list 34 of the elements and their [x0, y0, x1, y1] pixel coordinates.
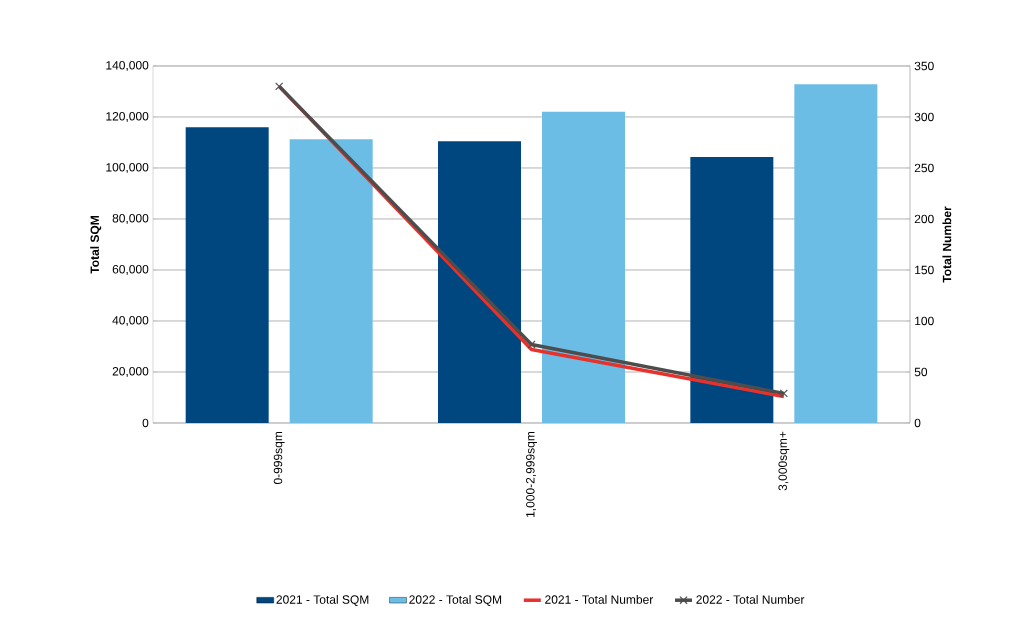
bar: [438, 141, 522, 423]
y2-tick-label: 200: [914, 214, 934, 224]
legend-label: 2022 - Total Number: [696, 594, 805, 604]
y-tick-label: 80,000: [112, 214, 149, 224]
legend-label: 2022 - Total SQM: [409, 594, 502, 606]
y-tick-label: 20,000: [112, 367, 149, 377]
y-tick-label: 120,000: [106, 112, 149, 122]
y2-tick-label: 350: [914, 61, 934, 71]
y-tick-label: 140,000: [106, 61, 149, 71]
point: [527, 340, 536, 349]
y-axis-title: Total SQM: [90, 216, 102, 274]
bar: [185, 127, 269, 423]
bar: [289, 139, 373, 423]
legend-label: 2021 - Total SQM: [276, 594, 369, 606]
y-tick-label: 100,000: [106, 163, 149, 173]
y2-tick-label: 0: [914, 418, 921, 428]
legend-label: 2021 - Total Number: [545, 594, 654, 604]
y2-axis-title: Total Number: [942, 206, 952, 283]
bar: [794, 84, 878, 423]
bar: [690, 157, 774, 423]
x-tick-label: 0-999sqm: [273, 431, 285, 485]
point: [779, 389, 788, 398]
y2-tick-label: 150: [915, 265, 934, 275]
y2-tick-label: 250: [914, 163, 934, 173]
y2-tick-label: 300: [914, 112, 934, 122]
y-tick-label: 0: [142, 418, 149, 428]
bar: [542, 111, 626, 423]
point: [275, 82, 284, 91]
x-tick-label: 3,000sqm+: [778, 431, 790, 491]
x-tick-label: 1,000-2,999sqm: [526, 431, 537, 517]
y2-tick-label: 100: [915, 316, 934, 326]
y2-tick-label: 50: [914, 367, 928, 377]
y-tick-label: 60,000: [112, 265, 149, 275]
y-tick-label: 40,000: [112, 316, 149, 326]
